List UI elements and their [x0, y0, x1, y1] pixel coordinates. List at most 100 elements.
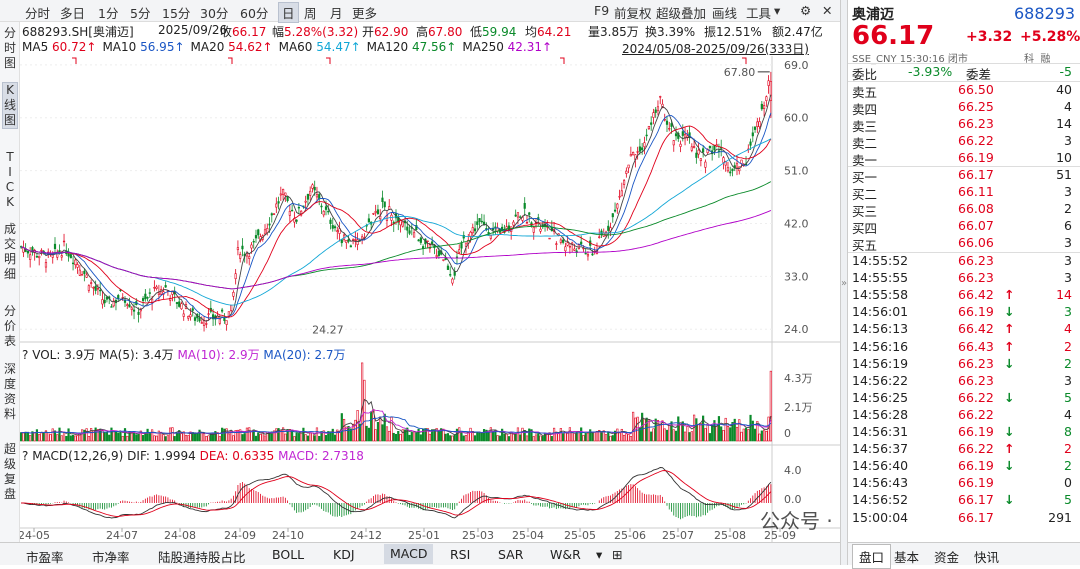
period-tab-7[interactable]: 日	[278, 2, 299, 23]
left-tab-5[interactable]: 深 度 资 料	[3, 362, 16, 421]
macd-macd: MACD: 2.7318	[278, 449, 364, 463]
volume-bar	[591, 432, 594, 442]
volume-bar	[218, 436, 221, 442]
indicator-tab-w&r[interactable]: W&R	[550, 547, 581, 562]
indicator-tab-macd[interactable]: MACD	[384, 544, 434, 564]
candle-body	[178, 301, 181, 307]
book-volume: 2	[1064, 201, 1072, 216]
candle-body	[697, 149, 700, 155]
settings-icon[interactable]: ⚙	[800, 3, 812, 18]
date-range[interactable]: 2024/05/08-2025/09/26(333日)	[622, 42, 809, 56]
volume-tick-label: 2.1万	[784, 401, 813, 414]
tick-time: 14:56:16	[852, 338, 909, 354]
ma-item-ma10: MA10 56.95↑	[102, 40, 184, 54]
period-tab-9[interactable]: 月	[330, 6, 343, 21]
tick-price: 66.19	[958, 304, 994, 320]
volume-bar	[720, 426, 723, 442]
candle-body	[291, 209, 294, 212]
candle-body	[408, 230, 411, 234]
left-tab-1[interactable]: K 线 图	[2, 82, 18, 129]
indicator-tab-kdj[interactable]: KDJ	[333, 547, 355, 562]
volume-bar	[302, 427, 305, 442]
volume-bar	[90, 428, 93, 442]
left-tab-4[interactable]: 分 价 表	[3, 304, 16, 348]
candle-body	[489, 235, 492, 239]
toolbar-item-2[interactable]: 超级叠加	[656, 6, 707, 21]
volume-bar	[315, 427, 319, 442]
toolbar-item-4[interactable]: 工具	[746, 6, 772, 21]
candle-body	[591, 253, 594, 256]
collapse-arrow-icon[interactable]: »	[841, 278, 848, 289]
candle-body	[476, 221, 479, 225]
left-tab-6[interactable]: 超 级 复 盘	[3, 442, 16, 501]
question-icon[interactable]: ?	[22, 449, 29, 463]
candle-body	[422, 246, 425, 249]
x-tick-label: 24-05	[20, 529, 50, 542]
add-tab-icon[interactable]: ⊞	[612, 547, 623, 562]
quote-tab-1[interactable]: 基本	[894, 550, 920, 565]
kline-chart[interactable]: 69.0 60.0 51.0 42.0 33.0 24.0 4.3万 2.1万 0 4.0 0.0 2…	[20, 56, 840, 542]
volume-bar	[254, 435, 258, 442]
close-icon[interactable]: ✕	[822, 3, 833, 18]
panel-splitter[interactable]: »	[840, 0, 848, 565]
period-tab-5[interactable]: 30分	[200, 6, 229, 21]
amplitude-label: 振	[704, 25, 717, 39]
candle-body	[313, 186, 316, 191]
indicator-tab-市盈率[interactable]: 市盈率	[26, 550, 64, 565]
period-tab-2[interactable]: 1分	[98, 6, 119, 21]
turnover-value: 3.39%	[657, 25, 696, 39]
tick-price: 66.19	[958, 424, 994, 439]
volume-bar	[476, 431, 479, 442]
candle-body	[749, 141, 752, 146]
quote-tab-2[interactable]: 资金	[934, 550, 960, 565]
left-tab-2[interactable]: T I C K	[5, 150, 15, 209]
indicator-tab-市净率[interactable]: 市净率	[92, 550, 130, 565]
volume-bar	[311, 432, 314, 442]
candle-body	[668, 128, 671, 130]
volume-bar	[205, 436, 208, 442]
period-tab-1[interactable]: 多日	[60, 6, 86, 21]
asks-row: 卖一 66.19 10	[848, 150, 1080, 168]
indicator-tab-陆股通持股占比[interactable]: 陆股通持股占比	[158, 550, 246, 565]
candle-body	[263, 229, 267, 235]
candle-body	[254, 235, 258, 239]
toolbar-item-1[interactable]: 前复权	[614, 6, 652, 21]
tab-dropdown-icon[interactable]: ▾	[596, 547, 603, 562]
indicator-tab-rsi[interactable]: RSI	[450, 547, 471, 562]
volume-bar	[324, 435, 328, 442]
volume-bar	[121, 435, 124, 442]
candle-body	[347, 239, 350, 242]
volume-bar	[166, 435, 170, 442]
candle-body	[277, 201, 280, 204]
candle-body	[767, 80, 770, 86]
toolbar-item-0[interactable]: F9	[594, 3, 610, 18]
quote-tab-0[interactable]: 盘口	[852, 544, 892, 569]
indicator-tab-sar[interactable]: SAR	[498, 547, 524, 562]
order-ratio-row: 委比 -3.93% 委差 -5	[848, 64, 1080, 82]
ma-label: MA5	[22, 40, 53, 54]
candle-body	[652, 112, 655, 118]
low-value: 59.94	[482, 25, 517, 39]
volume-bar	[708, 433, 711, 442]
question-icon[interactable]: ?	[22, 348, 29, 362]
volume-bar	[318, 436, 321, 442]
indicator-tab-boll[interactable]: BOLL	[272, 547, 305, 562]
period-tab-6[interactable]: 60分	[240, 6, 269, 21]
candle-body	[245, 253, 249, 257]
ma-value: 42.31↑	[507, 40, 553, 54]
candle-body	[442, 259, 445, 261]
period-tab-10[interactable]: 更多	[352, 6, 378, 21]
period-tab-3[interactable]: 5分	[130, 6, 151, 21]
period-tab-0[interactable]: 分时	[25, 6, 51, 21]
left-tab-3[interactable]: 成 交 明 细	[3, 222, 16, 281]
dropdown-icon[interactable]: ▾	[774, 3, 781, 18]
candle-body	[71, 262, 75, 265]
volume-bar	[659, 423, 662, 442]
toolbar-item-3[interactable]: 画线	[712, 6, 738, 21]
ma-value: 56.95↑	[140, 40, 185, 54]
left-tab-0[interactable]: 分 时 图	[3, 26, 16, 70]
quote-tab-3[interactable]: 快讯	[974, 550, 1000, 565]
period-tab-8[interactable]: 周	[304, 6, 317, 21]
volume-bar	[47, 432, 50, 442]
period-tab-4[interactable]: 15分	[162, 6, 191, 21]
